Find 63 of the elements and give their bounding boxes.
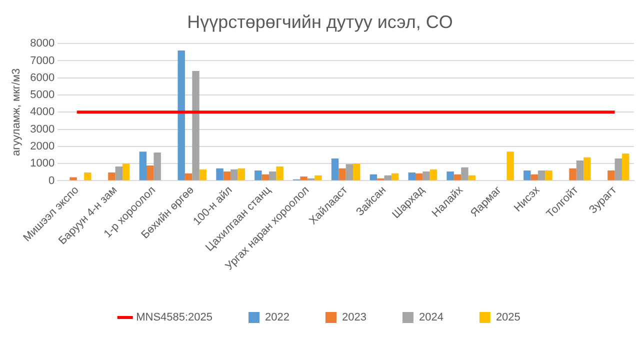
y-tick-label: 5000 — [30, 89, 55, 102]
bar — [254, 170, 262, 180]
bar — [84, 172, 92, 180]
bar — [146, 165, 154, 180]
bar — [262, 174, 269, 180]
bar — [353, 164, 360, 180]
bar — [530, 174, 538, 180]
y-tick-label: 2000 — [30, 140, 55, 152]
y-tick-label: 6000 — [30, 72, 55, 84]
legend-label: MNS4585:2025 — [136, 312, 213, 324]
bar — [178, 50, 185, 180]
bar — [545, 170, 552, 180]
bar — [384, 175, 392, 180]
bar — [184, 173, 192, 180]
bar — [216, 168, 224, 180]
bar — [468, 175, 476, 180]
bar — [454, 174, 462, 180]
bar — [238, 168, 245, 180]
bar — [506, 152, 514, 180]
bar — [300, 176, 308, 180]
bar — [430, 169, 438, 180]
bar — [408, 172, 416, 180]
y-tick-label: 7000 — [30, 54, 55, 67]
y-axis-title: агууламж, мкг/м3 — [10, 68, 23, 156]
y-tick-label: 1000 — [30, 158, 55, 170]
legend-label: 2024 — [418, 312, 444, 324]
y-tick-label: 0 — [48, 174, 55, 187]
bar — [192, 71, 200, 180]
bar — [370, 174, 378, 180]
bar — [461, 167, 468, 180]
bar — [338, 168, 346, 180]
bar — [115, 166, 123, 180]
legend-label: 2023 — [342, 312, 366, 324]
legend-label: 2022 — [265, 312, 290, 324]
bar — [622, 153, 630, 180]
bar — [614, 158, 622, 180]
bar — [346, 164, 354, 180]
bar — [331, 158, 339, 180]
bar — [391, 173, 399, 180]
bar — [268, 171, 276, 180]
bar — [584, 157, 591, 180]
bar — [276, 166, 284, 180]
bar — [446, 171, 454, 180]
bar — [223, 171, 231, 180]
bar — [524, 170, 531, 180]
chart-title: Нүүрстөрөгчийн дутуу исэл, CO — [187, 12, 453, 32]
bar — [314, 175, 322, 180]
bar — [422, 171, 430, 180]
y-tick-label: 3000 — [30, 123, 55, 136]
bar — [122, 164, 130, 180]
bar — [608, 170, 615, 180]
bar — [576, 160, 584, 180]
bar — [154, 152, 161, 180]
bar — [569, 168, 576, 180]
y-tick-label: 8000 — [30, 38, 55, 50]
bar — [108, 172, 116, 180]
bar — [538, 170, 546, 180]
legend-label: 2025 — [496, 312, 520, 324]
bar — [199, 169, 207, 180]
bar — [415, 173, 423, 180]
y-tick-label: 4000 — [30, 106, 55, 118]
bar — [139, 152, 147, 180]
bar — [230, 169, 238, 180]
